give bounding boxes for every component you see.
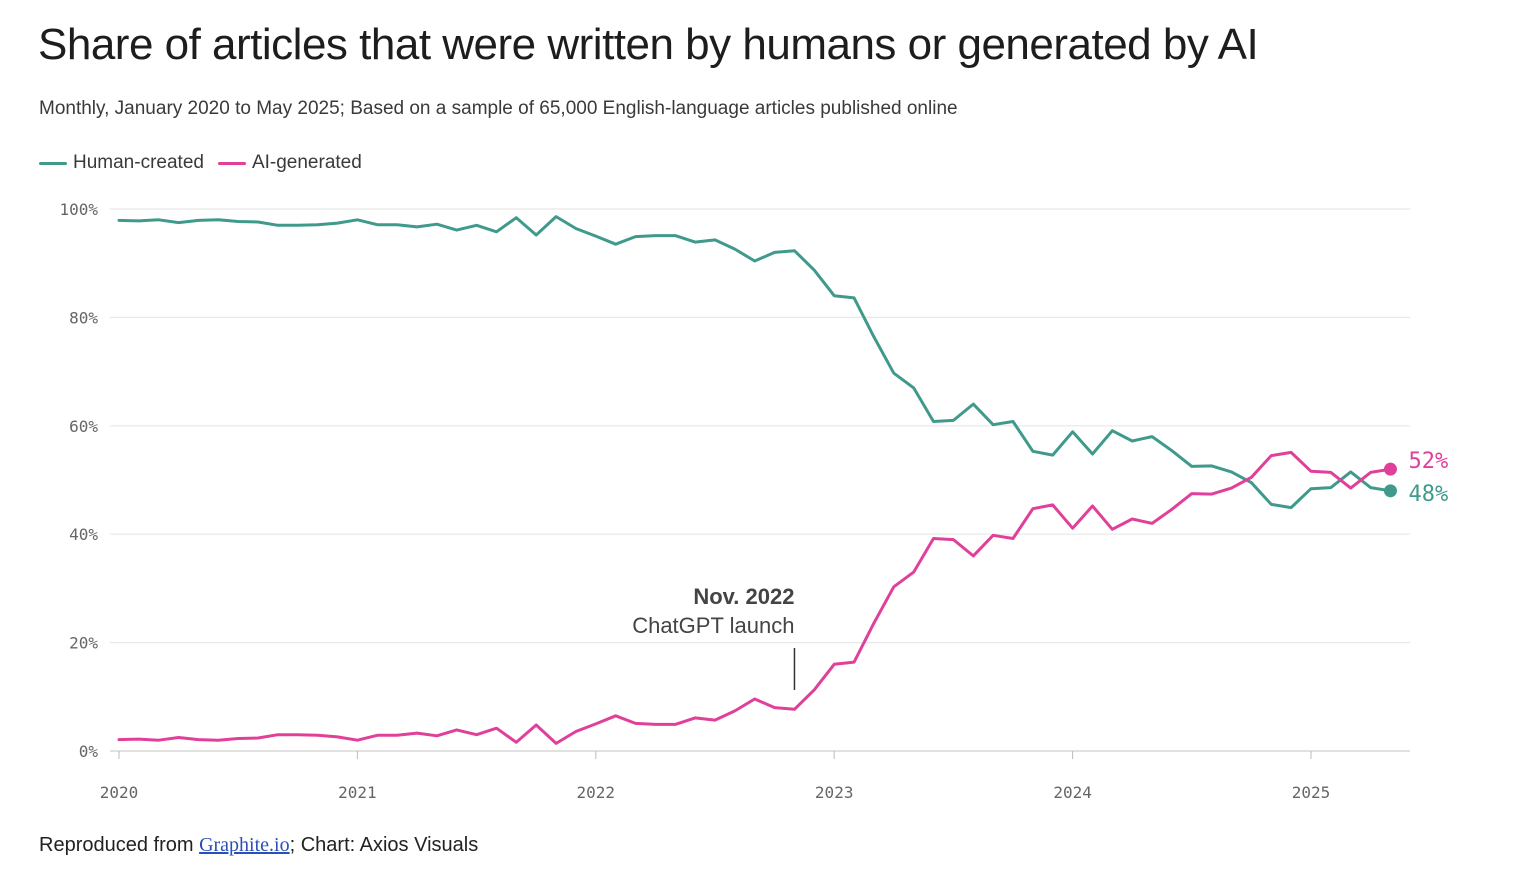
x-tick-label: 2022 <box>577 783 616 802</box>
y-tick-label: 40% <box>69 525 98 544</box>
legend-swatch-human <box>39 161 67 165</box>
x-tick-label: 2021 <box>338 783 377 802</box>
end-label-ai: 52% <box>1408 449 1448 474</box>
source-suffix: ; Chart: Axios Visuals <box>289 834 479 856</box>
y-tick-label: 0% <box>79 742 99 761</box>
legend: Human-created AI-generated <box>39 152 376 174</box>
legend-item-human: Human-created <box>39 152 204 174</box>
x-tick-label: 2024 <box>1053 783 1092 802</box>
series: 48%52% <box>117 215 1448 745</box>
y-tick-label: 20% <box>69 634 98 653</box>
end-label-human: 48% <box>1408 482 1448 507</box>
gridlines <box>110 208 1410 752</box>
series-line-ai <box>117 450 1392 745</box>
end-point-human <box>1383 484 1397 498</box>
x-tick-label: 2025 <box>1292 783 1331 802</box>
y-tick-label: 100% <box>59 200 98 219</box>
annotation-text: ChatGPT launch <box>632 613 794 638</box>
source-prefix: Reproduced from <box>39 834 200 856</box>
series-line-human <box>117 215 1392 510</box>
source-note: Reproduced from Graphite.io; Chart: Axio… <box>39 834 478 857</box>
legend-item-ai: AI-generated <box>217 152 362 174</box>
annotation: Nov. 2022 ChatGPT launch <box>632 584 796 690</box>
legend-swatch-ai <box>217 161 246 165</box>
end-point-ai <box>1383 462 1397 476</box>
legend-label-ai: AI-generated <box>251 152 362 173</box>
chart-title: Share of articles that were written by h… <box>38 20 1259 69</box>
legend-label-human: Human-created <box>73 152 204 173</box>
annotation-date: Nov. 2022 <box>693 584 794 609</box>
chart-subtitle: Monthly, January 2020 to May 2025; Based… <box>39 98 958 119</box>
axes: 0% 20% 40% 60% 80% 100% 2020 2021 2022 2023 2024 20… <box>59 200 1330 802</box>
source-link[interactable]: Graphite.io <box>199 834 290 856</box>
x-tick-label: 2023 <box>815 783 854 802</box>
y-tick-label: 80% <box>69 308 98 327</box>
y-tick-label: 60% <box>69 417 98 436</box>
line-chart: 0% 20% 40% 60% 80% 100% 2020 2021 2022 2023 2024 20… <box>59 200 1448 802</box>
x-tick-label: 2020 <box>100 783 139 802</box>
